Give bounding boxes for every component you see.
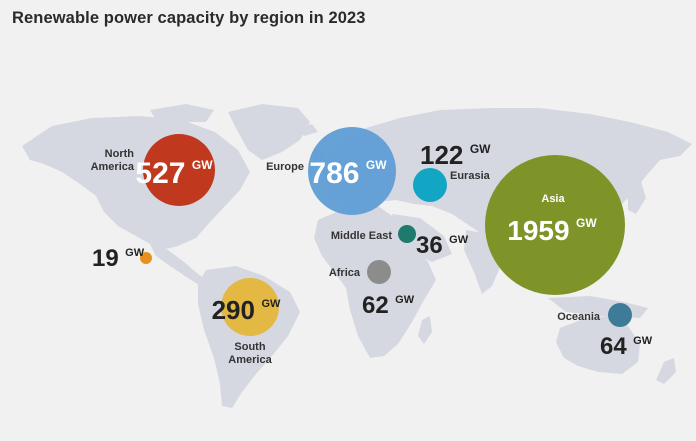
landmass-iceland <box>296 124 318 136</box>
value-eurasia: 122 GW <box>420 140 491 170</box>
landmass-japan <box>628 178 646 214</box>
value-oceania: 64 GW <box>600 333 653 360</box>
label-south-america-line2: America <box>228 354 272 366</box>
bubble-asia[interactable] <box>485 155 625 295</box>
landmass-new-zealand <box>656 358 676 384</box>
label-oceania: Oceania <box>557 311 601 323</box>
value-oceania-unit: GW <box>633 335 653 347</box>
value-north-america: 527 GW <box>135 157 213 190</box>
value-central-america-unit: GW <box>125 247 145 259</box>
value-middle-east: 36 GW <box>416 232 469 259</box>
value-south-america-unit: GW <box>261 298 281 310</box>
landmass-greenland <box>228 104 310 160</box>
value-eurasia-unit: GW <box>470 142 491 156</box>
bubble-middle-east[interactable] <box>398 225 416 243</box>
value-north-america-number: 527 <box>135 157 185 190</box>
landmass-australia <box>556 316 640 374</box>
label-north-america-line2: America <box>91 161 135 173</box>
value-north-america-unit: GW <box>192 158 213 172</box>
landmass-central-america <box>150 244 210 288</box>
label-north-america-line1: North <box>105 148 135 160</box>
bubble-oceania[interactable] <box>608 303 632 327</box>
bubble-north-america[interactable] <box>143 134 215 206</box>
bubble-central-america[interactable] <box>140 252 152 264</box>
label-africa: Africa <box>329 267 361 279</box>
bubble-south-america[interactable] <box>221 278 279 336</box>
value-africa: 62 GW <box>362 292 415 319</box>
value-asia-unit: GW <box>576 216 597 230</box>
value-africa-unit: GW <box>395 294 415 306</box>
value-south-america-number: 290 <box>212 295 255 325</box>
value-asia: 1959 GW <box>507 215 597 246</box>
label-south-america-line1: South <box>234 341 265 353</box>
value-south-america: 290 GW <box>212 295 281 325</box>
bubble-europe[interactable] <box>308 127 396 215</box>
label-asia: Asia <box>541 193 565 205</box>
label-middle-east: Middle East <box>331 230 392 242</box>
value-africa-number: 62 <box>362 292 389 319</box>
value-central-america-number: 19 <box>92 245 119 272</box>
label-europe: Europe <box>266 161 304 173</box>
landmass-madagascar <box>418 316 432 344</box>
bubble-africa[interactable] <box>367 260 391 284</box>
value-europe: 786 GW <box>309 157 387 190</box>
value-europe-unit: GW <box>366 158 387 172</box>
landmass-arctic-islands <box>150 104 214 122</box>
value-central-america: 19 GW <box>92 245 145 272</box>
value-europe-number: 786 <box>309 157 359 190</box>
label-eurasia: Eurasia <box>450 170 491 182</box>
page-title: Renewable power capacity by region in 20… <box>12 9 366 27</box>
value-middle-east-number: 36 <box>416 232 443 259</box>
bubble-eurasia[interactable] <box>413 168 447 202</box>
value-eurasia-number: 122 <box>420 140 463 170</box>
value-middle-east-unit: GW <box>449 234 469 246</box>
value-asia-number: 1959 <box>507 215 569 246</box>
value-oceania-number: 64 <box>600 333 627 360</box>
